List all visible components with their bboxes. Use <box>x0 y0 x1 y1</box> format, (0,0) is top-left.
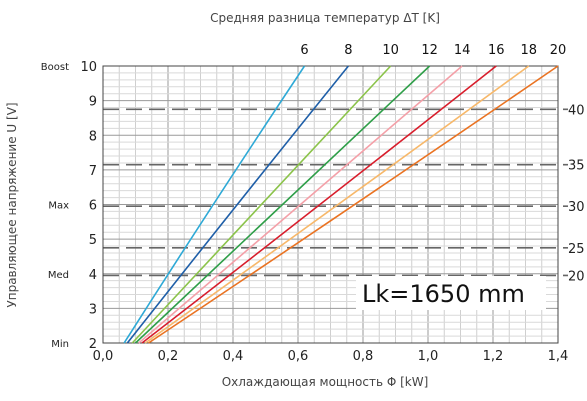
y-tick-label: 8 <box>89 129 97 144</box>
y-tick-label: 4 <box>89 268 97 283</box>
chart-title: Средняя разница температур ΔT [K] <box>210 11 440 25</box>
annotation-background <box>356 276 546 310</box>
series-label: 6 <box>300 43 308 58</box>
y-level-label: Boost <box>41 62 69 73</box>
series-line <box>126 65 349 344</box>
y-tick-label: 3 <box>89 302 97 317</box>
y-tick-label: 7 <box>89 164 97 179</box>
x-tick-label: 0,4 <box>223 349 244 364</box>
right-axis-label: 25 <box>568 242 585 257</box>
series-label: 10 <box>382 43 399 58</box>
series-label: 14 <box>454 43 471 58</box>
series-label: 20 <box>550 43 567 58</box>
series-line <box>134 65 431 344</box>
x-axis-label: Охлаждающая мощность Φ [kW] <box>222 375 429 389</box>
right-axis-label: 35 <box>568 159 585 174</box>
right-axis-label: 30 <box>568 200 585 215</box>
series-label: 18 <box>520 43 537 58</box>
y-level-label: Max <box>48 201 69 212</box>
annotation: Lk=1650 mm <box>356 276 546 310</box>
series-line <box>148 65 559 344</box>
y-tick-label: 2 <box>89 337 97 352</box>
series-lines <box>123 65 559 344</box>
right-axis-label: 20 <box>568 269 585 284</box>
series-label: 16 <box>488 43 505 58</box>
y-tick-label: 10 <box>80 60 97 75</box>
y-level-label: Min <box>51 339 69 350</box>
x-tick-label: 0,0 <box>93 349 114 364</box>
series-label: 12 <box>421 43 438 58</box>
series-line <box>138 65 463 344</box>
series-label: 8 <box>344 43 352 58</box>
annotation-text: Lk=1650 mm <box>362 280 525 308</box>
right-axis-label: 40 <box>568 103 585 118</box>
y-tick-label: 6 <box>89 199 97 214</box>
x-tick-label: 0,6 <box>288 349 309 364</box>
y-tick-label: 9 <box>89 95 97 110</box>
x-tick-label: 1,4 <box>548 349 569 364</box>
series-line <box>144 65 530 344</box>
series-labels: 6 8 10 12 14 16 18 20 <box>300 43 566 58</box>
x-tick-label: 0,8 <box>353 349 374 364</box>
axis-ticks: 0,0 0,2 0,4 0,6 0,8 1,0 1,2 1,4 2 3 4 5 6 7 8 9 10 Min Med… <box>41 60 585 364</box>
y-tick-label: 5 <box>89 233 97 248</box>
x-tick-label: 1,2 <box>483 349 504 364</box>
y-axis-label: Управляющее напряжение U [V] <box>5 102 19 307</box>
series-line <box>131 65 392 344</box>
x-tick-label: 0,2 <box>158 349 179 364</box>
x-tick-label: 1,0 <box>418 349 439 364</box>
series-line <box>123 65 306 344</box>
y-level-label: Med <box>48 270 69 281</box>
plot-frame <box>102 65 559 344</box>
series-line <box>141 65 497 344</box>
